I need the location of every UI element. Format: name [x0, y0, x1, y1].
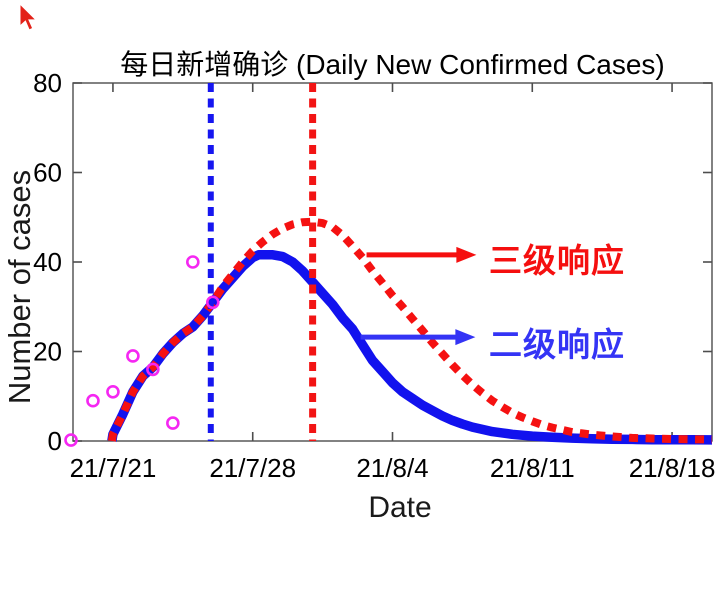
- curve-三级响应: [107, 217, 713, 444]
- annotation-level3-label: 三级响应: [489, 242, 625, 279]
- annotation-arrow-level3-head: [456, 246, 477, 263]
- data-point-circle: [86, 393, 100, 408]
- x-tick-label: 21/8/11: [490, 453, 575, 483]
- data-point-circle: [166, 416, 180, 430]
- red-pointer-cursor-icon: [19, 4, 38, 31]
- y-tick-label: 40: [33, 247, 62, 277]
- y-axis-label: Number of cases: [2, 169, 37, 405]
- y-tick-label: 20: [33, 337, 62, 367]
- annotation-arrow-level2-head: [455, 329, 476, 346]
- x-tick-label: 21/7/21: [70, 453, 157, 483]
- x-tick-label: 21/7/28: [209, 453, 296, 483]
- data-point-circle: [106, 384, 120, 399]
- data-point-circle: [126, 349, 140, 363]
- y-tick-label: 60: [33, 158, 62, 188]
- y-tick-label: 0: [48, 426, 62, 456]
- data-point-circle: [186, 255, 200, 269]
- x-tick-label: 21/8/18: [629, 453, 715, 483]
- x-tick-label: 21/8/4: [356, 453, 428, 483]
- annotation-level2-label: 二级响应: [489, 326, 625, 363]
- data-point-circle: [205, 295, 220, 310]
- y-tick-label: 80: [33, 68, 62, 98]
- data-point-circle: [64, 433, 78, 447]
- data-point-circle: [146, 362, 160, 377]
- x-axis-label: Date: [368, 491, 432, 524]
- chart-title: 每日新增确诊 (Daily New Confirmed Cases): [120, 49, 665, 80]
